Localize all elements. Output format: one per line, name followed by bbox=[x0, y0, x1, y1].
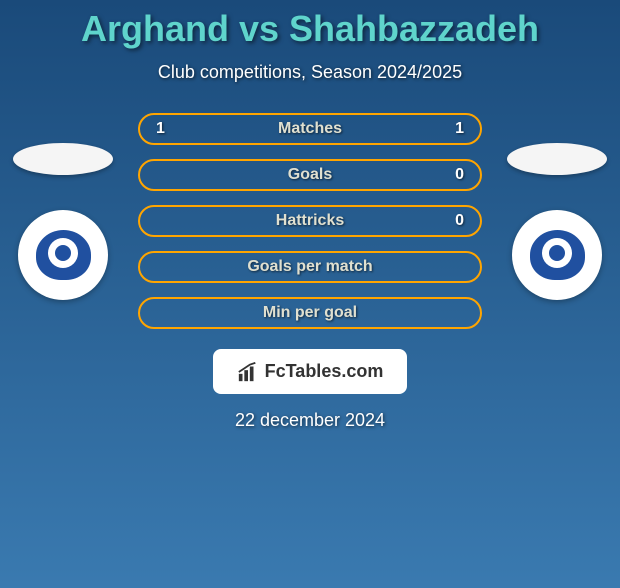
subtitle: Club competitions, Season 2024/2025 bbox=[0, 62, 620, 83]
stat-row-gpm: Goals per match bbox=[138, 251, 482, 283]
stat-row-mpg: Min per goal bbox=[138, 297, 482, 329]
stat-label: Min per goal bbox=[263, 304, 357, 322]
team-left-logo bbox=[18, 210, 108, 300]
stats-column: 1 Matches 1 Goals 0 Hattricks 0 Goals pe… bbox=[118, 113, 502, 329]
stat-right-value: 0 bbox=[455, 212, 464, 230]
player-right-col bbox=[502, 143, 612, 300]
footer: FcTables.com 22 december 2024 bbox=[0, 349, 620, 431]
player-left-avatar bbox=[13, 143, 113, 175]
stat-label: Goals bbox=[288, 166, 332, 184]
stat-label: Matches bbox=[278, 120, 342, 138]
stat-row-hattricks: Hattricks 0 bbox=[138, 205, 482, 237]
team-right-logo bbox=[512, 210, 602, 300]
main-row: 1 Matches 1 Goals 0 Hattricks 0 Goals pe… bbox=[0, 113, 620, 329]
brand-box[interactable]: FcTables.com bbox=[213, 349, 408, 394]
stat-label: Hattricks bbox=[276, 212, 344, 230]
player-right-avatar bbox=[507, 143, 607, 175]
comparison-card: Arghand vs Shahbazzadeh Club competition… bbox=[0, 8, 620, 431]
stat-right-value: 0 bbox=[455, 166, 464, 184]
stat-label: Goals per match bbox=[247, 258, 372, 276]
chart-icon bbox=[237, 362, 259, 382]
date-text: 22 december 2024 bbox=[235, 410, 385, 431]
page-title: Arghand vs Shahbazzadeh bbox=[0, 8, 620, 50]
stat-row-matches: 1 Matches 1 bbox=[138, 113, 482, 145]
stat-row-goals: Goals 0 bbox=[138, 159, 482, 191]
stat-right-value: 1 bbox=[455, 120, 464, 138]
stat-left-value: 1 bbox=[156, 120, 165, 138]
brand-text: FcTables.com bbox=[265, 361, 384, 382]
player-left-col bbox=[8, 143, 118, 300]
